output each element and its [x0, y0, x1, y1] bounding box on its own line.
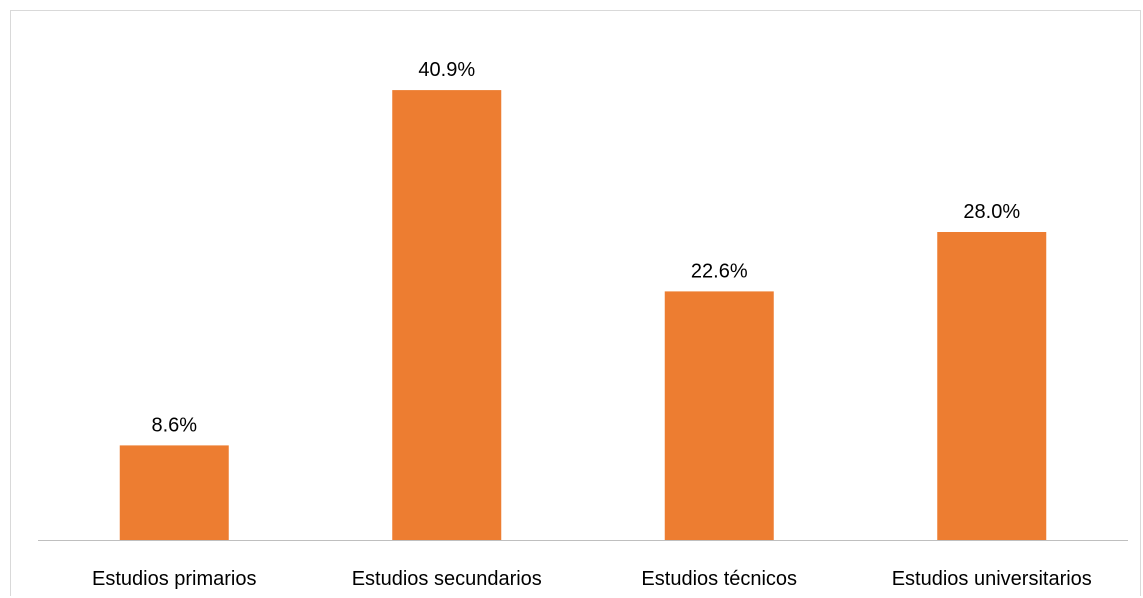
value-label-2: 40.9%	[418, 59, 475, 81]
value-label-1: 8.6%	[151, 414, 197, 436]
value-label-3: 22.6%	[691, 260, 748, 282]
bar-2	[392, 90, 502, 540]
category-label-4: Estudios universitarios	[892, 568, 1092, 590]
bar-4	[937, 232, 1047, 540]
category-label-3: Estudios técnicos	[641, 568, 797, 590]
category-label-2: Estudios secundarios	[352, 568, 542, 590]
chart-frame	[10, 10, 1141, 596]
category-labels-layer: Estudios primarios Estudios secundarios Es…	[92, 568, 1092, 590]
value-label-4: 28.0%	[963, 201, 1020, 223]
bar-3	[664, 291, 774, 540]
category-label-1: Estudios primarios	[92, 568, 257, 590]
value-labels-layer: 8.6% 40.9% 22.6% 28.0%	[151, 59, 1020, 436]
bar-1	[119, 445, 229, 540]
bars-layer	[119, 90, 1047, 540]
